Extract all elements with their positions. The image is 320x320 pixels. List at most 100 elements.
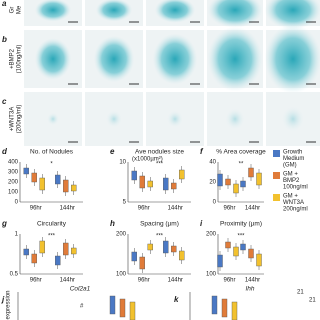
legend-label: 200ng/ml <box>283 207 308 213</box>
box <box>23 167 29 175</box>
box <box>179 169 185 180</box>
panel-title: Ihh <box>245 286 254 293</box>
significance: * <box>50 162 53 168</box>
box <box>225 178 231 186</box>
y-tick-label: 300 <box>8 170 19 176</box>
stain <box>105 110 123 128</box>
x-tick-label: 96hr <box>223 206 235 212</box>
panel-subtitle: (x1000µm²) <box>132 157 163 163</box>
y-label: expression <box>6 290 12 319</box>
stain <box>46 112 60 126</box>
panel-letter: b <box>2 35 7 44</box>
box <box>171 245 177 253</box>
row-label: Me <box>17 5 23 14</box>
stain <box>207 0 263 28</box>
y-tick-label: 100 <box>206 272 217 278</box>
row-label: (100ng/ml) <box>17 45 23 74</box>
stain <box>154 0 196 23</box>
panel-letter: e <box>110 147 115 156</box>
box <box>63 179 69 193</box>
box <box>163 177 169 191</box>
y-tick-label: 1 <box>15 232 19 238</box>
box <box>109 295 116 315</box>
x-tick-label: 96hr <box>30 206 42 212</box>
stain <box>95 0 133 22</box>
box <box>217 254 223 268</box>
box <box>248 167 254 178</box>
box <box>131 251 137 262</box>
box <box>31 253 37 264</box>
x-tick-label: 144hr <box>60 278 75 284</box>
panel-title: Spacing (µm) <box>140 221 179 228</box>
box <box>139 175 145 189</box>
row-label: +BMP2 <box>10 48 16 69</box>
box <box>179 250 185 261</box>
significance: *** <box>237 234 245 240</box>
box <box>231 301 238 320</box>
box <box>71 184 77 192</box>
legend-label: Growth <box>283 150 302 156</box>
panel-letter: k <box>174 295 179 304</box>
row-label: Gr <box>10 7 16 14</box>
box <box>31 172 37 183</box>
significance: ** <box>239 162 244 168</box>
panel-title: % Area coverage <box>216 149 266 156</box>
box <box>240 243 246 251</box>
significance: *** <box>156 234 164 240</box>
panel-title: Col2a1 <box>70 286 91 293</box>
panel-title: Ave nodules size <box>135 149 184 156</box>
x-tick-label: 144hr <box>168 206 183 212</box>
box <box>147 180 153 188</box>
box <box>119 298 126 318</box>
legend-swatch <box>273 150 280 157</box>
panel-title: Circularity <box>37 221 67 228</box>
annotation: 21 <box>309 298 316 304</box>
x-tick-label: 144hr <box>60 206 75 212</box>
stain <box>225 108 245 130</box>
y-tick-label: 0 <box>213 200 217 206</box>
y-tick-label: 100 <box>116 272 127 278</box>
x-tick-label: 96hr <box>223 278 235 284</box>
box <box>163 240 169 254</box>
legend-label: GM + <box>283 172 298 178</box>
box <box>256 253 262 267</box>
x-tick-label: 144hr <box>245 206 260 212</box>
x-tick-label: 144hr <box>245 278 260 284</box>
significance: *** <box>156 162 164 168</box>
box <box>147 243 153 251</box>
stain <box>93 35 135 83</box>
panel-title: Proximity (µm) <box>220 221 262 228</box>
box <box>233 183 239 194</box>
y-tick-label: 200 <box>116 232 127 238</box>
y-tick-label: 10 <box>119 160 126 166</box>
legend-label: (GM) <box>283 163 297 169</box>
annotation: # <box>80 304 84 310</box>
y-tick-label: 0 <box>15 200 19 206</box>
box <box>248 248 254 259</box>
box <box>55 174 61 185</box>
box <box>131 170 137 181</box>
box <box>71 247 77 255</box>
y-tick-label: 200 <box>8 180 19 186</box>
box <box>39 177 45 191</box>
row-label: (200ng/ml) <box>17 105 23 134</box>
panel-letter: g <box>1 219 7 228</box>
legend-label: WNT3A <box>283 200 304 206</box>
x-tick-label: 96hr <box>138 278 150 284</box>
box <box>55 255 61 266</box>
x-tick-label: 96hr <box>30 278 42 284</box>
stain <box>207 26 263 92</box>
box <box>217 173 223 187</box>
annotation: 21 <box>297 290 304 296</box>
box <box>171 182 177 190</box>
box <box>221 298 228 318</box>
y-tick-label: 0.5 <box>10 272 19 278</box>
y-tick-label: 400 <box>8 160 19 166</box>
row-label: +WNT3A <box>10 107 16 132</box>
stain <box>34 0 72 22</box>
x-tick-label: 96hr <box>138 206 150 212</box>
y-tick-label: 100 <box>8 190 19 196</box>
y-tick-label: 5 <box>123 200 127 206</box>
stain <box>166 110 184 128</box>
stain <box>281 106 305 132</box>
